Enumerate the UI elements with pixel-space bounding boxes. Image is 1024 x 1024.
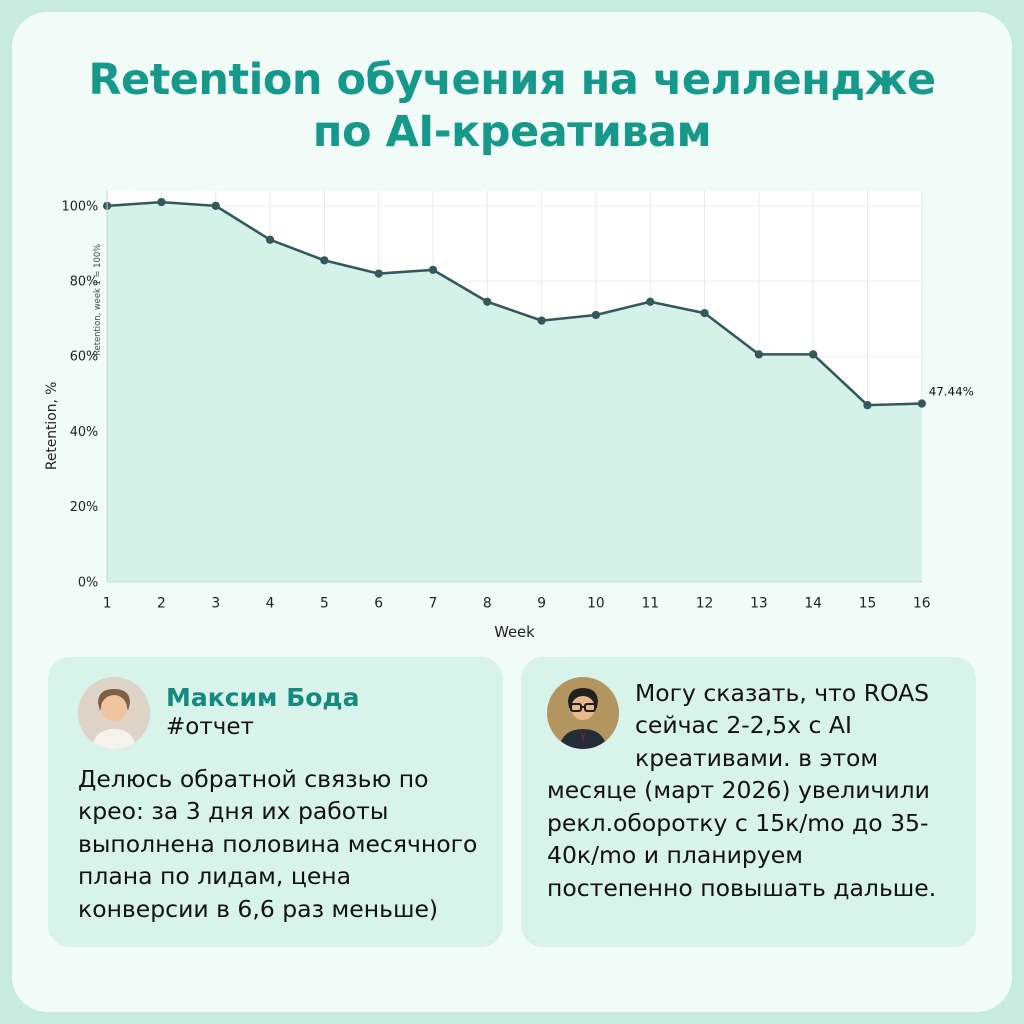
avatar-maksim-photo [78, 677, 150, 750]
svg-text:Retention, %: Retention, % [44, 382, 60, 471]
svg-text:47.44%: 47.44% [929, 385, 974, 399]
testimonial-left-author: Максим Бода #отчет [166, 677, 359, 740]
svg-text:0%: 0% [78, 575, 98, 590]
svg-text:7: 7 [429, 595, 438, 611]
svg-text:11: 11 [641, 595, 659, 611]
testimonial-left-text: Делюсь обратной связью по крео: за 3 дня… [78, 765, 478, 923]
person-photo-icon [78, 677, 150, 750]
svg-text:40%: 40% [70, 425, 99, 440]
svg-text:16: 16 [913, 595, 931, 611]
svg-text:10: 10 [587, 595, 605, 611]
svg-text:12: 12 [696, 595, 714, 611]
author-name: Максим Бода [166, 683, 360, 713]
person-illustration-icon [547, 677, 619, 750]
svg-text:Retention, week 1 = 100%: Retention, week 1 = 100% [92, 244, 102, 356]
svg-text:100%: 100% [62, 199, 99, 214]
avatar-illustrated-man [547, 677, 619, 750]
svg-text:5: 5 [320, 595, 329, 611]
testimonials-section: Максим Бода #отчет Делюсь обратной связь… [12, 643, 1012, 948]
svg-text:20%: 20% [70, 500, 99, 515]
svg-text:14: 14 [804, 595, 822, 611]
svg-text:4: 4 [266, 595, 275, 611]
svg-text:6: 6 [374, 595, 383, 611]
page-title-line1: Retention обучения на челлендже [88, 55, 936, 105]
main-card: Retention обучения на челлендже по AI-кр… [12, 12, 1012, 1012]
testimonial-card-right: Могу сказать, что ROAS сейчас 2-2,5x с A… [521, 657, 976, 948]
svg-text:1: 1 [103, 595, 112, 611]
retention-chart: 0% 20% 40% 60% 80% 100% 1 2 3 4 5 6 7 8 9 10 11 12 13 14 15 1… [38, 179, 986, 643]
testimonial-right-text: Могу сказать, что ROAS сейчас 2-2,5x с A… [547, 679, 937, 902]
svg-text:60%: 60% [70, 350, 99, 365]
author-hashtag: #отчет [166, 714, 254, 741]
svg-text:80%: 80% [70, 274, 99, 289]
testimonial-left-header: Максим Бода #отчет [78, 677, 479, 750]
svg-text:Week: Week [494, 624, 535, 641]
svg-text:2: 2 [157, 595, 166, 611]
page-title-line2: по AI-креативам [312, 107, 712, 158]
testimonial-right-body: Могу сказать, что ROAS сейчас 2-2,5x с A… [547, 677, 952, 904]
retention-chart-svg: 0%20%40%60%80%100%1 2 3 4 5 6 7 8 9 10 11 12 13 14 15 1… [44, 190, 974, 641]
svg-text:3: 3 [211, 595, 220, 611]
svg-text:15: 15 [859, 595, 877, 611]
page-title: Retention обучения на челлендже по AI-кр… [52, 54, 972, 159]
svg-text:9: 9 [537, 595, 546, 611]
testimonial-card-left: Максим Бода #отчет Делюсь обратной связь… [48, 657, 503, 948]
svg-text:8: 8 [483, 595, 492, 611]
svg-text:13: 13 [750, 595, 768, 611]
